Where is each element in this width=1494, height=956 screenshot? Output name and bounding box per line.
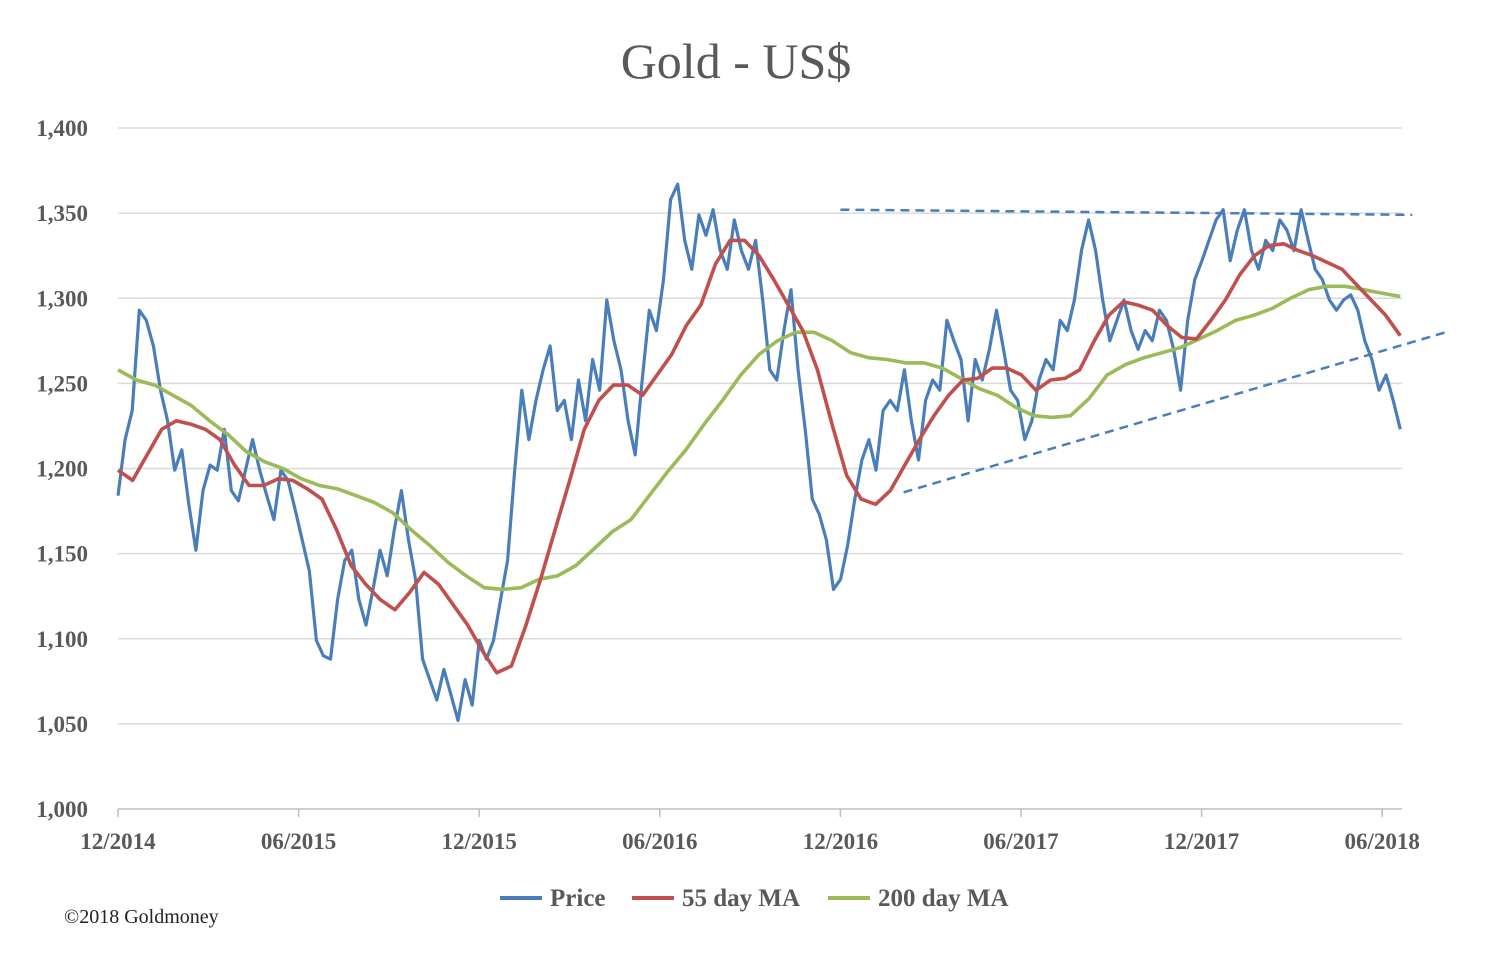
y-tick-label: 1,150 bbox=[36, 542, 88, 567]
y-tick-label: 1,350 bbox=[36, 201, 88, 226]
x-tick-label: 06/2016 bbox=[622, 829, 697, 854]
resistance-trendline bbox=[840, 208, 1413, 217]
x-tick-label: 12/2017 bbox=[1164, 829, 1239, 854]
y-tick-label: 1,050 bbox=[36, 712, 88, 737]
support-trendline bbox=[903, 331, 1446, 494]
x-tick-label: 06/2017 bbox=[983, 829, 1058, 854]
legend-label: 55 day MA bbox=[682, 885, 800, 912]
chart-title: Gold - US$ bbox=[621, 33, 852, 89]
series-line-price bbox=[116, 182, 1402, 723]
x-tick-label: 06/2015 bbox=[261, 829, 336, 854]
x-tick-label: 12/2016 bbox=[803, 829, 878, 854]
x-tick-label: 12/2015 bbox=[442, 829, 517, 854]
copyright-text: ©2018 Goldmoney bbox=[64, 906, 219, 928]
y-tick-label: 1,400 bbox=[36, 116, 88, 141]
legend-label: 200 day MA bbox=[878, 885, 1009, 912]
y-tick-label: 1,250 bbox=[36, 371, 88, 396]
series-line-55-day-ma bbox=[116, 238, 1402, 675]
x-tick-label: 12/2014 bbox=[80, 829, 156, 854]
y-tick-label: 1,200 bbox=[36, 457, 88, 482]
y-tick-label: 1,300 bbox=[36, 286, 88, 311]
y-tick-label: 1,000 bbox=[36, 797, 88, 822]
legend-label: Price bbox=[550, 885, 606, 912]
series-line-200-day-ma bbox=[117, 284, 1401, 592]
x-tick-label: 06/2018 bbox=[1345, 829, 1420, 854]
y-tick-label: 1,100 bbox=[36, 627, 88, 652]
